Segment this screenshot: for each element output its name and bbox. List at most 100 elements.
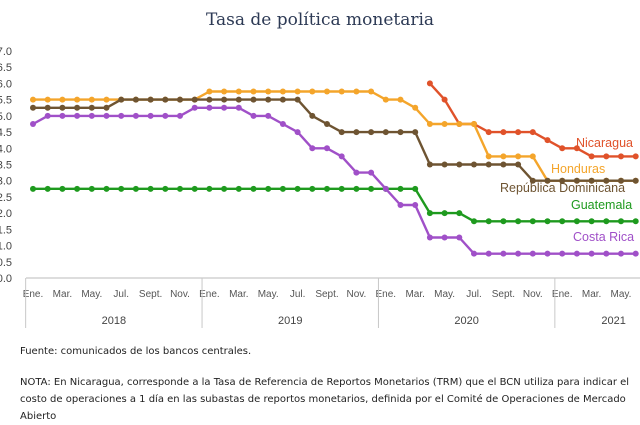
data-point-republica-dominicana	[353, 129, 360, 136]
x-month-label: Ene.	[199, 289, 220, 300]
y-tick-label: 5.0	[0, 111, 12, 123]
data-point-republica-dominicana	[118, 96, 125, 103]
y-tick-label: 2.5	[0, 192, 12, 204]
series-label-republica-dominicana: República Dominicana	[500, 181, 625, 195]
x-month-label: Mar.	[229, 289, 248, 300]
data-point-honduras	[338, 88, 345, 95]
data-point-honduras	[88, 96, 95, 103]
data-point-guatemala	[147, 185, 154, 192]
y-tick-label: 1.5	[0, 224, 12, 236]
data-point-republica-dominicana	[529, 177, 536, 184]
data-point-honduras	[59, 96, 66, 103]
series-line-honduras	[33, 90, 636, 182]
data-point-honduras	[294, 88, 301, 95]
y-tick-label: 1.0	[0, 241, 12, 253]
data-point-honduras	[206, 88, 213, 95]
data-point-republica-dominicana	[147, 96, 154, 103]
data-point-republica-dominicana	[265, 96, 272, 103]
x-month-label: May.	[434, 289, 455, 300]
x-month-label: Ene.	[23, 289, 44, 300]
data-point-guatemala	[191, 185, 198, 192]
data-point-republica-dominicana	[456, 161, 463, 168]
x-year-label: 2018	[102, 315, 126, 327]
series-label-nicaragua: Nicaragua	[576, 136, 633, 150]
data-point-guatemala	[30, 185, 36, 192]
data-point-guatemala	[338, 185, 345, 192]
data-point-republica-dominicana	[412, 129, 419, 136]
x-month-label: Sept.	[315, 289, 338, 300]
data-point-guatemala	[456, 210, 463, 217]
data-point-guatemala	[588, 218, 595, 225]
data-point-guatemala	[279, 185, 286, 192]
data-point-nicaragua	[559, 145, 566, 152]
data-point-honduras	[426, 120, 433, 127]
data-point-republica-dominicana	[294, 96, 301, 103]
x-month-label: Nov.	[523, 289, 543, 300]
data-point-costa-rica	[500, 250, 507, 257]
data-point-costa-rica	[426, 234, 433, 241]
data-point-costa-rica	[441, 234, 448, 241]
data-point-costa-rica	[603, 250, 610, 257]
data-point-honduras	[324, 88, 330, 95]
data-point-costa-rica	[30, 120, 36, 127]
x-month-label: May.	[81, 289, 102, 300]
data-point-guatemala	[221, 185, 228, 192]
data-point-guatemala	[573, 218, 580, 225]
y-tick-label: 3.0	[0, 176, 12, 188]
series-label-costa-rica: Costa Rica	[573, 230, 634, 244]
data-point-nicaragua	[485, 129, 492, 136]
data-point-honduras	[265, 88, 272, 95]
data-point-costa-rica	[515, 250, 522, 257]
data-point-guatemala	[265, 185, 272, 192]
data-point-guatemala	[206, 185, 213, 192]
data-point-guatemala	[132, 185, 139, 192]
data-point-honduras	[529, 153, 536, 160]
data-point-costa-rica	[265, 112, 272, 119]
data-point-nicaragua	[529, 129, 536, 136]
data-point-republica-dominicana	[44, 104, 51, 111]
data-point-costa-rica	[118, 112, 125, 119]
data-point-costa-rica	[235, 104, 242, 111]
data-point-costa-rica	[412, 202, 419, 209]
data-point-republica-dominicana	[426, 161, 433, 168]
data-point-guatemala	[515, 218, 522, 225]
data-point-republica-dominicana	[471, 161, 477, 168]
data-point-honduras	[485, 153, 492, 160]
x-month-label: Jul.	[466, 289, 482, 300]
data-point-guatemala	[368, 185, 375, 192]
data-point-costa-rica	[368, 169, 375, 176]
data-point-costa-rica	[162, 112, 169, 119]
series-label-honduras: Honduras	[551, 162, 605, 176]
data-point-nicaragua	[441, 96, 448, 103]
data-point-republica-dominicana	[397, 129, 404, 136]
data-point-republica-dominicana	[573, 177, 580, 184]
data-point-costa-rica	[59, 112, 66, 119]
data-point-guatemala	[559, 218, 566, 225]
data-point-honduras	[412, 104, 419, 111]
data-point-republica-dominicana	[221, 96, 228, 103]
data-point-costa-rica	[353, 169, 360, 176]
data-point-costa-rica	[456, 234, 463, 241]
data-point-republica-dominicana	[206, 96, 213, 103]
data-point-costa-rica	[279, 120, 286, 127]
data-point-republica-dominicana	[177, 96, 183, 103]
data-point-guatemala	[88, 185, 95, 192]
data-point-costa-rica	[221, 104, 228, 111]
data-point-guatemala	[294, 185, 301, 192]
data-point-republica-dominicana	[338, 129, 345, 136]
data-point-guatemala	[309, 185, 316, 192]
data-point-guatemala	[500, 218, 507, 225]
data-point-honduras	[103, 96, 110, 103]
data-point-republica-dominicana	[30, 104, 36, 111]
data-point-costa-rica	[88, 112, 95, 119]
data-point-costa-rica	[250, 112, 257, 119]
x-month-label: May.	[258, 289, 279, 300]
data-point-guatemala	[235, 185, 242, 192]
data-point-nicaragua	[588, 153, 595, 160]
data-point-costa-rica	[324, 145, 330, 152]
data-point-nicaragua	[500, 129, 507, 136]
source-note: Fuente: comunicados de los bancos centra…	[20, 346, 252, 357]
data-point-republica-dominicana	[441, 161, 448, 168]
data-point-costa-rica	[382, 185, 389, 192]
data-point-guatemala	[529, 218, 536, 225]
